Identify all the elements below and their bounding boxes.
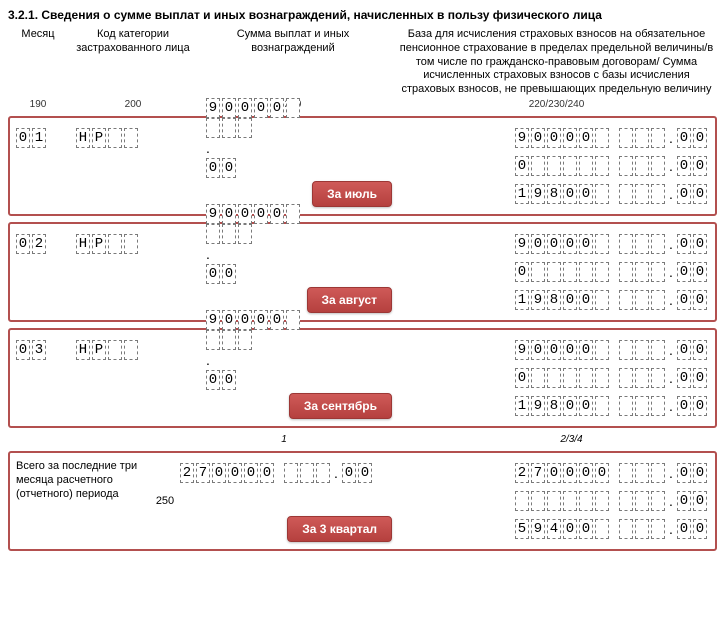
base-field-r1[interactable]: 90000.00: [426, 230, 709, 258]
totals-block: Всего за последние три месяца расчетного…: [8, 451, 717, 551]
category-field[interactable]: НР: [76, 128, 206, 148]
totals-subheader: 1 2/3/4: [8, 434, 717, 445]
base-field-r2[interactable]: 0.00: [426, 258, 709, 286]
code-200: 200: [68, 99, 198, 110]
totals-r3-field[interactable]: 59400.00: [426, 515, 709, 543]
category-field[interactable]: НР: [76, 340, 206, 360]
base-field-r2[interactable]: 0.00: [426, 364, 709, 392]
month-button[interactable]: За сентябрь: [289, 393, 392, 419]
totals-r1-field[interactable]: 270000.00: [426, 459, 709, 487]
totals-button[interactable]: За 3 квартал: [287, 516, 392, 542]
totals-col2-code: 2/3/4: [396, 434, 717, 445]
totals-sum-field[interactable]: 270000.00: [180, 459, 396, 487]
totals-col1-code: 1: [172, 434, 396, 445]
month-block: 02НР90000.00За август90000.000.0019800.0…: [8, 222, 717, 322]
month-button[interactable]: За июль: [312, 181, 392, 207]
month-block: 03НР90000.00За сентябрь90000.000.0019800…: [8, 328, 717, 428]
header-base: База для исчисления страховых взносов на…: [388, 28, 717, 97]
header-month: Месяц: [8, 28, 68, 42]
header-sum: Сумма выплат и иных вознаграждений: [198, 28, 388, 56]
month-field[interactable]: 03: [16, 340, 76, 360]
base-field-r3[interactable]: 19800.00: [426, 286, 709, 314]
header-row: Месяц Код категории застрахованного лица…: [8, 28, 717, 97]
month-field[interactable]: 02: [16, 234, 76, 254]
totals-r2-field[interactable]: .00: [426, 487, 709, 515]
month-button[interactable]: За август: [307, 287, 393, 313]
totals-label: Всего за последние три месяца расчетного…: [16, 459, 150, 502]
code-220: 220/230/240: [388, 99, 717, 110]
section-title: 3.2.1. Сведения о сумме выплат и иных во…: [8, 8, 717, 22]
base-field-r2[interactable]: 0.00: [426, 152, 709, 180]
month-block: 01НР90000.00За июль90000.000.0019800.00: [8, 116, 717, 216]
base-field-r3[interactable]: 19800.00: [426, 180, 709, 208]
code-row: 190 200 210 220/230/240: [8, 99, 717, 110]
header-category: Код категории застрахованного лица: [68, 28, 198, 56]
totals-code-250: 250: [150, 495, 180, 507]
category-field[interactable]: НР: [76, 234, 206, 254]
month-field[interactable]: 01: [16, 128, 76, 148]
code-190: 190: [8, 99, 68, 110]
base-field-r1[interactable]: 90000.00: [426, 124, 709, 152]
base-field-r3[interactable]: 19800.00: [426, 392, 709, 420]
base-field-r1[interactable]: 90000.00: [426, 336, 709, 364]
